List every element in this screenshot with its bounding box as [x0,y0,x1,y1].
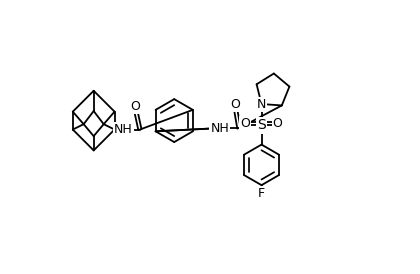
Text: N: N [257,98,266,110]
Text: NH: NH [210,122,229,135]
Text: S: S [257,118,266,133]
Text: O: O [130,100,140,113]
Text: F: F [258,187,265,200]
Text: O: O [231,98,240,111]
Text: O: O [273,117,283,130]
Text: NH: NH [114,123,133,136]
Text: O: O [241,117,250,130]
